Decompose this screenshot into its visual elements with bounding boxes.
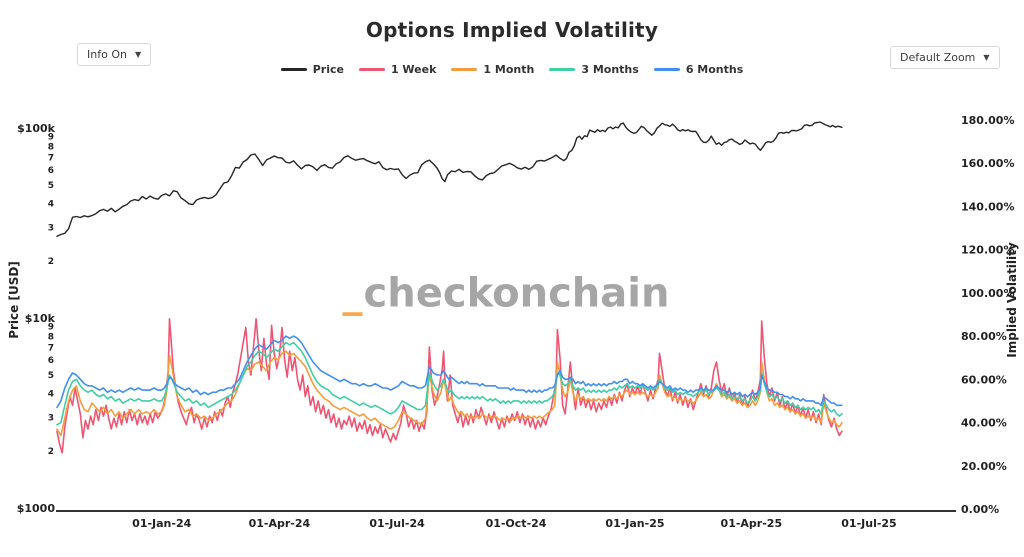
y-left-minor-tick-label: 4 <box>48 390 54 400</box>
legend-swatch-6-months <box>653 68 680 71</box>
series-line-3-months <box>56 341 843 426</box>
watermark-text: checkonchain <box>363 270 670 317</box>
legend-item-6-months[interactable]: 6 Months <box>653 63 744 76</box>
y-left-minor-tick-label: 2 <box>48 447 54 457</box>
chevron-down-icon: ▼ <box>134 50 142 59</box>
legend-item-price[interactable]: Price <box>280 63 344 76</box>
x-axis-tick-label: 01-Oct-24 <box>486 517 547 530</box>
y-right-tick-label: 160.00% <box>961 157 1014 170</box>
y-left-minor-tick-label: 6 <box>48 166 54 176</box>
x-axis-tick-label: 01-Apr-25 <box>721 517 783 530</box>
default-zoom-dropdown-button[interactable]: Default Zoom ▼ <box>890 46 1000 69</box>
legend-item-3-months[interactable]: 3 Months <box>549 63 639 76</box>
y-left-tick-label: $1000 <box>17 502 56 515</box>
chevron-down-icon: ▼ <box>983 53 990 62</box>
x-axis-tick-label: 01-Jul-24 <box>369 517 425 530</box>
y-left-minor-tick-label: 2 <box>48 257 54 267</box>
legend-item-1-month[interactable]: 1 Month <box>451 63 534 76</box>
legend-swatch-1-month <box>451 68 478 71</box>
watermark: _checkonchain <box>343 271 670 317</box>
y-left-tick-label: $10k <box>25 312 56 325</box>
y-left-minor-tick-label: 8 <box>48 332 54 342</box>
watermark-underscore: _ <box>342 270 363 317</box>
chart-title: Options Implied Volatility <box>365 18 659 42</box>
legend-label: 1 Month <box>483 63 535 76</box>
legend-item-1-week[interactable]: 1 Week <box>358 63 437 76</box>
legend-swatch-1-week <box>358 68 385 71</box>
y-left-minor-tick-label: 3 <box>48 413 54 423</box>
legend: Price 1 Week 1 Month 3 Months 6 Months <box>0 63 1024 76</box>
y-right-tick-label: 140.00% <box>961 200 1014 213</box>
y-right-tick-label: 80.00% <box>961 330 1007 343</box>
x-axis-tick-label: 01-Apr-24 <box>249 517 311 530</box>
legend-label: 3 Months <box>581 63 639 76</box>
y-right-tick-label: 180.00% <box>961 114 1014 127</box>
y-left-minor-tick-label: 7 <box>48 343 54 353</box>
y-left-tick-label: $100k <box>17 122 56 135</box>
y-right-tick-label: 40.00% <box>961 417 1007 430</box>
series-line-1-month <box>56 350 843 437</box>
x-axis-tick-label: 01-Jul-25 <box>841 517 896 530</box>
y-left-minor-tick-label: 4 <box>48 200 54 210</box>
y-left-minor-tick-label: 9 <box>48 133 54 143</box>
info-dropdown-button[interactable]: Info On ▼ <box>77 43 152 66</box>
y-right-tick-label: 20.00% <box>961 460 1007 473</box>
y-left-minor-tick-label: 6 <box>48 356 54 366</box>
legend-swatch-3-months <box>549 68 576 71</box>
y-right-tick-label: 0.00% <box>961 503 999 516</box>
series-line-6-months <box>56 335 843 409</box>
y-left-minor-tick-label: 9 <box>48 323 54 333</box>
legend-swatch-price <box>280 68 307 71</box>
legend-label: Price <box>312 63 344 76</box>
y-left-minor-tick-label: 7 <box>48 153 54 163</box>
legend-label: 6 Months <box>685 63 744 76</box>
x-axis-tick-label: 01-Jan-24 <box>132 517 191 530</box>
y-left-minor-tick-label: 5 <box>48 371 54 381</box>
y-right-tick-label: 100.00% <box>961 287 1014 300</box>
info-dropdown-label: Info On <box>87 48 127 61</box>
default-zoom-label: Default Zoom <box>900 51 976 64</box>
y-left-minor-tick-label: 8 <box>48 142 54 152</box>
y-right-tick-label: 60.00% <box>961 373 1007 386</box>
y-left-minor-tick-label: 5 <box>48 181 54 191</box>
x-axis-tick-label: 01-Jan-25 <box>605 517 664 530</box>
y-left-minor-tick-label: 3 <box>48 223 54 233</box>
legend-label: 1 Week <box>390 63 437 76</box>
series-line-price <box>56 121 843 238</box>
y-right-tick-label: 120.00% <box>961 244 1014 257</box>
